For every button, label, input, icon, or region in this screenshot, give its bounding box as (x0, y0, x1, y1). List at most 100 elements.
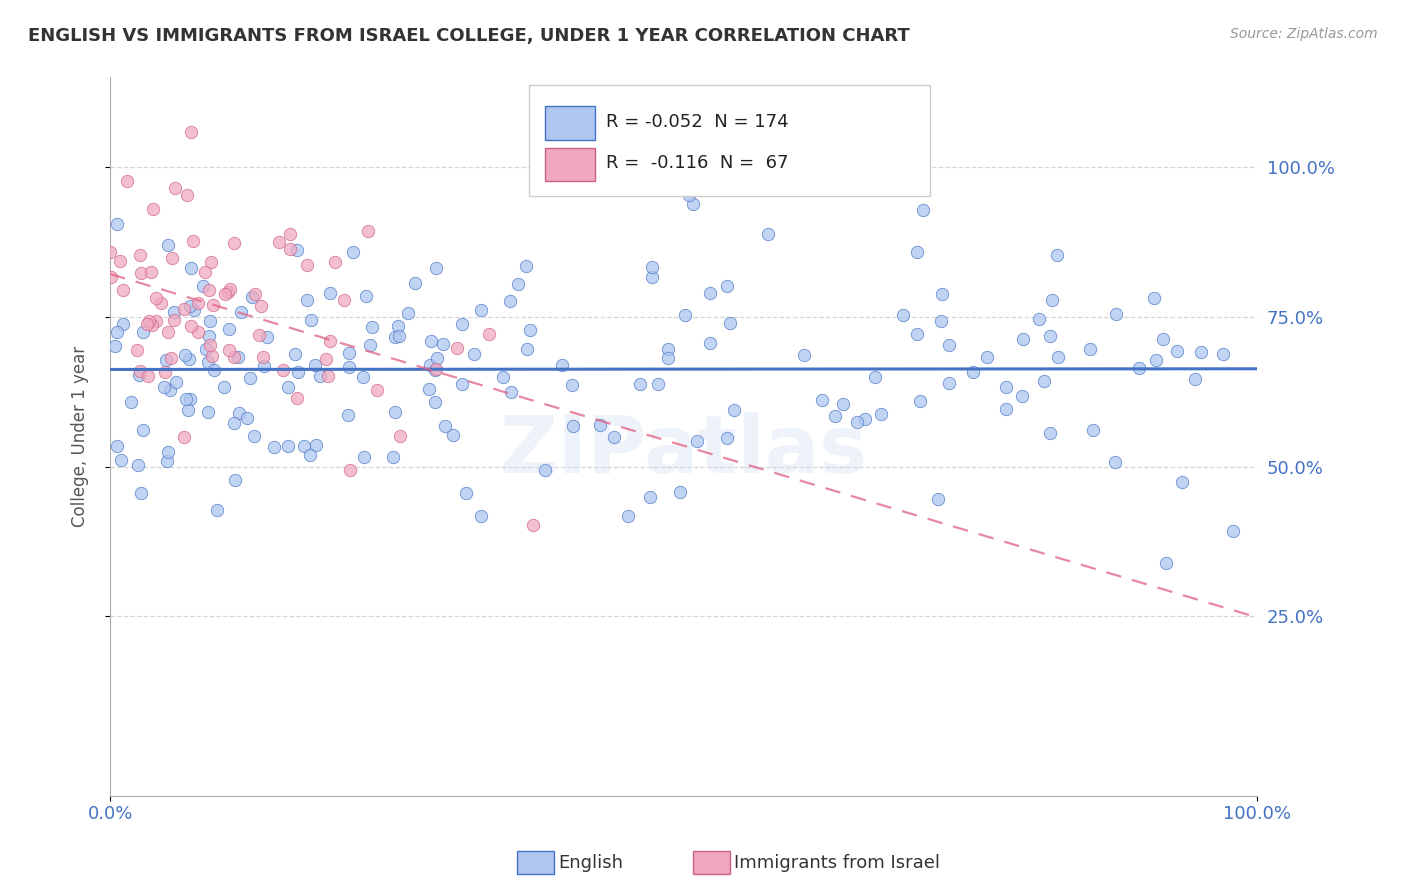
Point (247, 328, 270, 343)
Point (129, 266, 152, 280)
Point (1166, 343, 1188, 358)
Point (1104, 455, 1126, 469)
Point (499, 384, 522, 399)
Point (104, 339, 127, 353)
Point (194, 265, 217, 279)
Point (160, 351, 183, 365)
Point (202, 298, 225, 312)
Point (657, 342, 679, 356)
Point (793, 348, 815, 362)
Point (224, 235, 246, 250)
Point (110, 453, 132, 467)
Point (98, 245, 121, 260)
Point (198, 313, 221, 327)
Point (156, 325, 179, 339)
Point (905, 326, 928, 341)
Point (141, 202, 163, 216)
Point (120, 395, 142, 409)
Point (638, 490, 661, 504)
Point (927, 492, 949, 507)
Point (214, 286, 236, 301)
Point (200, 338, 222, 352)
Text: Immigrants from Israel: Immigrants from Israel (734, 854, 941, 871)
Point (647, 377, 669, 392)
Point (191, 279, 214, 293)
Point (995, 402, 1018, 417)
Point (938, 376, 960, 390)
Text: ZIPatlas: ZIPatlas (499, 412, 868, 490)
Point (1039, 329, 1062, 343)
Point (699, 336, 721, 351)
Point (441, 428, 464, 442)
Point (180, 125, 202, 139)
Point (129, 364, 152, 378)
Point (179, 351, 201, 366)
Point (236, 411, 259, 425)
Point (388, 328, 411, 343)
Point (179, 299, 201, 313)
Point (519, 323, 541, 337)
Point (1011, 389, 1033, 403)
Point (129, 248, 152, 262)
Point (962, 365, 984, 379)
Point (352, 370, 374, 384)
Point (163, 305, 186, 319)
Point (853, 411, 876, 425)
Point (686, 434, 709, 448)
Point (426, 351, 449, 365)
Point (149, 296, 172, 310)
Point (716, 279, 738, 293)
Point (145, 314, 167, 328)
Point (617, 509, 640, 524)
Point (271, 363, 294, 377)
Point (108, 253, 131, 268)
Point (824, 409, 846, 424)
Point (446, 341, 468, 355)
FancyBboxPatch shape (529, 85, 931, 196)
Point (287, 365, 309, 379)
Point (831, 397, 853, 411)
Point (156, 454, 179, 468)
Point (141, 318, 163, 332)
Point (183, 302, 205, 317)
Point (425, 363, 447, 377)
Point (243, 286, 266, 301)
Point (451, 377, 474, 392)
Point (229, 304, 252, 318)
Point (165, 181, 187, 195)
Point (197, 404, 219, 418)
Point (138, 314, 160, 328)
Point (357, 224, 380, 238)
Point (155, 353, 177, 368)
Point (470, 303, 492, 318)
Point (173, 430, 195, 444)
Point (561, 378, 583, 392)
Text: ENGLISH VS IMMIGRANTS FROM ISRAEL COLLEGE, UNDER 1 YEAR CORRELATION CHART: ENGLISH VS IMMIGRANTS FROM ISRAEL COLLEG… (28, 27, 910, 45)
Point (105, 439, 128, 453)
Point (456, 486, 478, 500)
Point (305, 438, 328, 452)
Point (515, 259, 537, 273)
Point (1081, 423, 1104, 437)
Point (361, 320, 384, 334)
Point (516, 342, 538, 356)
Point (1154, 556, 1177, 570)
Point (1189, 345, 1212, 359)
Point (263, 440, 285, 454)
Point (423, 394, 446, 409)
Point (315, 351, 337, 366)
Point (994, 380, 1017, 394)
Point (224, 473, 246, 487)
Text: R =  -0.116  N =  67: R = -0.116 N = 67 (606, 154, 787, 172)
Point (222, 416, 245, 430)
Text: Source: ZipAtlas.com: Source: ZipAtlas.com (1230, 27, 1378, 41)
Point (1045, 248, 1067, 262)
Point (561, 418, 583, 433)
Point (673, 308, 696, 322)
Point (308, 369, 330, 384)
Point (396, 306, 419, 320)
Point (1039, 425, 1062, 440)
Point (239, 370, 262, 384)
Point (534, 462, 557, 476)
Point (342, 245, 364, 260)
